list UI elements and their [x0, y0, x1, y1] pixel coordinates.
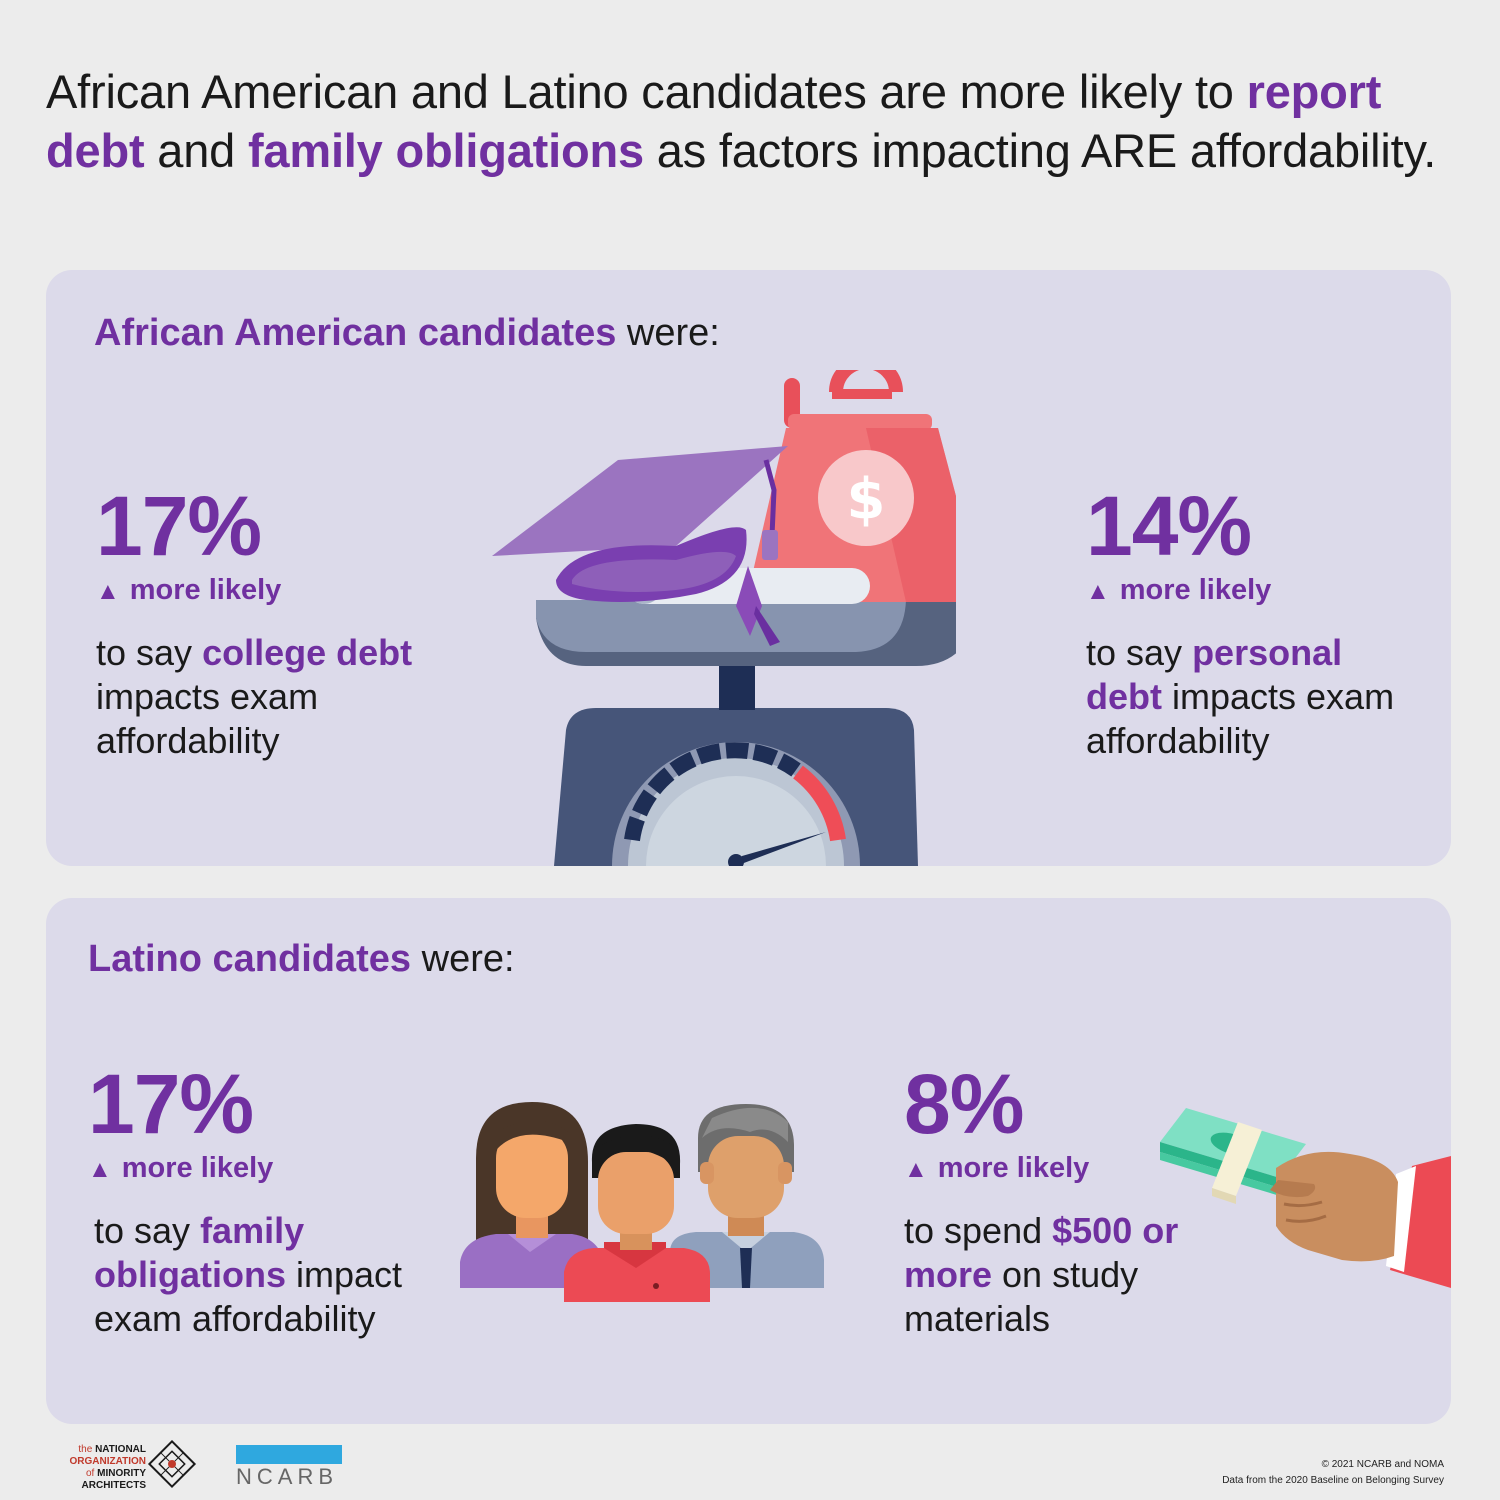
money-hand-icon: [1160, 1108, 1451, 1288]
more-likely-label: ▲ more likely: [1086, 574, 1272, 606]
up-triangle-icon: ▲: [96, 578, 120, 605]
stat-description: to say family obligations impact exam af…: [94, 1210, 403, 1339]
stat-percent: 14%: [1086, 479, 1252, 573]
svg-text:ARCHITECTS: ARCHITECTS: [82, 1480, 147, 1490]
svg-text:of MINORITY: of MINORITY: [86, 1468, 146, 1479]
african-american-title: African American candidates were:: [94, 312, 720, 354]
stat-family-obligations: 17% ▲ more likely to say family obligatio…: [88, 1062, 468, 1341]
more-likely-label: ▲ more likely: [904, 1152, 1090, 1184]
up-triangle-icon: ▲: [88, 1156, 112, 1183]
svg-text:ORGANIZATION: ORGANIZATION: [70, 1456, 146, 1467]
stat-description: to say personal debt impacts exam afford…: [1086, 632, 1395, 761]
up-triangle-icon: ▲: [904, 1156, 928, 1183]
stat-study-materials: 8% ▲ more likely to spend $500 or more on…: [904, 1062, 1204, 1341]
headline-highlight-family: family obligations: [247, 124, 644, 177]
family-icon: [460, 1102, 824, 1302]
stat-college-debt: 17% ▲ more likely to say college debt imp…: [96, 484, 456, 763]
stat-personal-debt: 14% ▲ more likely to say personal debt im…: [1086, 484, 1426, 763]
dollar-sign-icon: $: [847, 467, 886, 532]
data-source-text: Data from the 2020 Baseline on Belonging…: [1222, 1475, 1444, 1486]
ncarb-logo-bar: [236, 1445, 342, 1464]
copyright-note: © 2021 NCARB and NOMA Data from the 2020…: [1222, 1457, 1444, 1489]
stat-description: to say college debt impacts exam afforda…: [96, 632, 413, 761]
latino-title: Latino candidates were:: [88, 938, 515, 980]
stat-description: to spend $500 or more on study materials: [904, 1210, 1179, 1339]
stat-percent: 17%: [96, 479, 262, 573]
svg-text:the NATIONAL: the NATIONAL: [78, 1444, 146, 1455]
stat-percent: 8%: [904, 1057, 1024, 1151]
headline: African American and Latino candidates a…: [46, 65, 1437, 177]
up-triangle-icon: ▲: [1086, 578, 1110, 605]
headline-highlight-debt: report debt: [46, 65, 1382, 177]
copyright-text: © 2021 NCARB and NOMA: [1321, 1459, 1444, 1470]
debt-scale-icon: $: [492, 370, 956, 866]
more-likely-label: ▲ more likely: [96, 574, 282, 606]
stat-percent: 17%: [88, 1057, 254, 1151]
latino-panel: Latino candidates were: 17% ▲ more likely…: [46, 898, 1451, 1424]
noma-logo: the NATIONAL ORGANIZATION of MINORITY AR…: [70, 1440, 197, 1490]
african-american-panel: African American candidates were: 17% ▲ m…: [46, 270, 1451, 866]
ncarb-logo-text: NCARB: [236, 1464, 339, 1489]
more-likely-label: ▲ more likely: [88, 1152, 274, 1184]
